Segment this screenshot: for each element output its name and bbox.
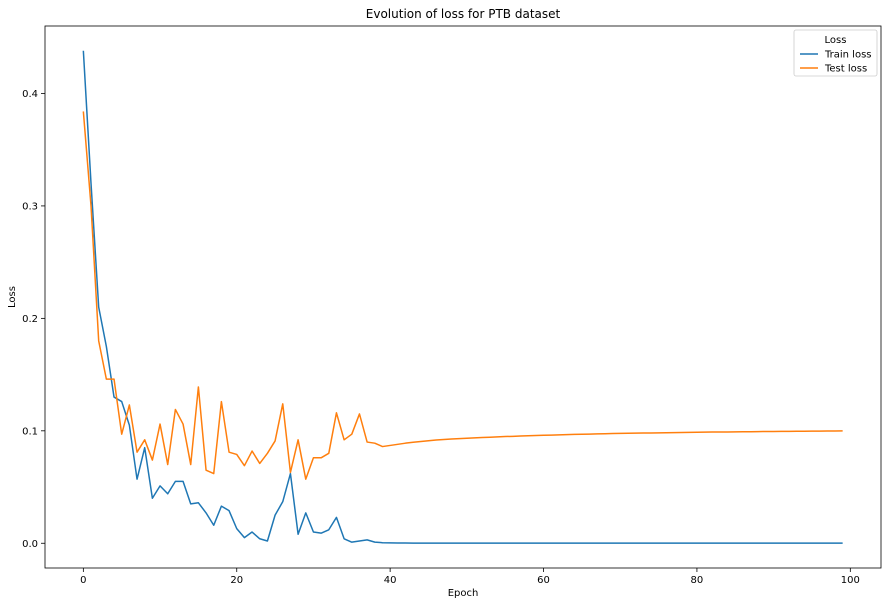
y-tick-label: 0.4 (22, 89, 38, 100)
legend-title: Loss (825, 35, 847, 46)
x-tick-label: 40 (384, 575, 397, 586)
x-tick-label: 80 (691, 575, 704, 586)
x-tick-label: 20 (230, 575, 243, 586)
y-tick-label: 0.0 (22, 539, 38, 550)
legend-box (793, 29, 878, 77)
y-axis-label: Loss (7, 286, 18, 308)
x-tick-label: 60 (537, 575, 550, 586)
y-tick-label: 0.2 (22, 314, 38, 325)
x-tick-label: 100 (841, 575, 860, 586)
series-layer (82, 50, 843, 544)
legend-label-test: Test loss (824, 64, 867, 75)
x-tick-label: 0 (80, 575, 86, 586)
x-axis-ticks: 0 20 40 60 80 100 (80, 568, 860, 586)
y-axis-ticks: 0.0 0.1 0.2 0.3 0.4 (22, 89, 45, 550)
chart-title: Evolution of loss for PTB dataset (366, 7, 561, 21)
x-axis-label: Epoch (448, 588, 479, 599)
y-tick-label: 0.1 (22, 426, 38, 437)
legend: Loss Train loss Test loss (793, 29, 878, 77)
series-line-train-loss (82, 50, 843, 544)
series-line-test-loss (82, 111, 843, 480)
legend-label-train: Train loss (824, 50, 872, 61)
plot-frame (44, 25, 882, 569)
y-tick-label: 0.3 (22, 201, 38, 212)
